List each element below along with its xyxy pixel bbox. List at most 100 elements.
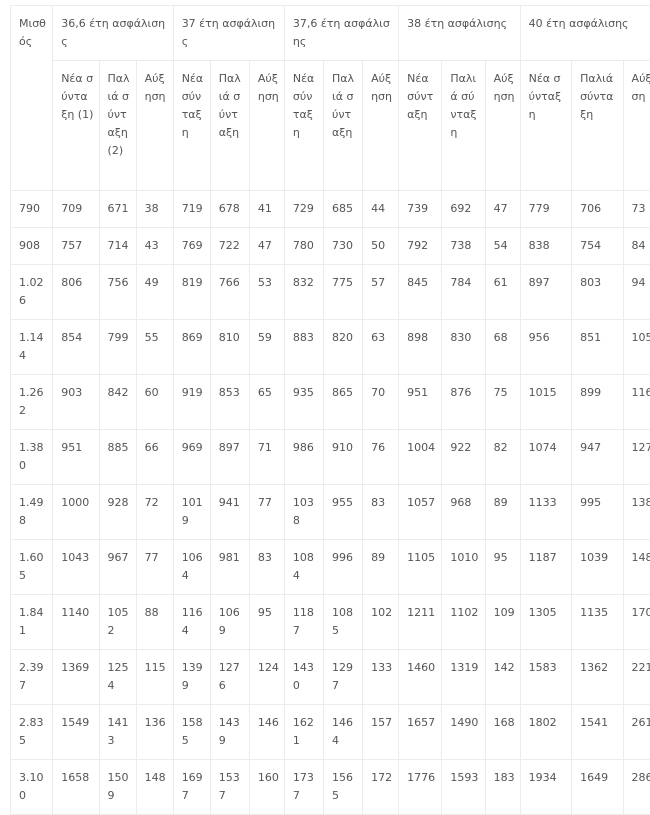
pension-value-cell: 910 <box>323 430 362 485</box>
pension-value-cell: 70 <box>363 375 399 430</box>
pension-value-cell: 44 <box>363 191 399 228</box>
pension-value-cell: 968 <box>442 485 485 540</box>
pension-value-cell: 780 <box>284 228 323 265</box>
new-pension-header: Νέα σύνταξη <box>520 61 571 191</box>
pension-value-cell: 1043 <box>53 540 99 595</box>
pension-value-cell: 286 <box>623 760 650 815</box>
pension-value-cell: 739 <box>399 191 442 228</box>
pension-value-cell: 1585 <box>173 705 210 760</box>
pension-value-cell: 757 <box>53 228 99 265</box>
pension-value-cell: 1621 <box>284 705 323 760</box>
pension-value-cell: 899 <box>572 375 623 430</box>
salary-cell: 908 <box>11 228 53 265</box>
pension-value-cell: 142 <box>485 650 520 705</box>
pension-value-cell: 996 <box>323 540 362 595</box>
pension-value-cell: 1362 <box>572 650 623 705</box>
pension-value-cell: 903 <box>53 375 99 430</box>
pension-value-cell: 851 <box>572 320 623 375</box>
pension-value-cell: 127 <box>623 430 650 485</box>
pension-value-cell: 1276 <box>210 650 249 705</box>
salary-cell: 1.144 <box>11 320 53 375</box>
pension-value-cell: 76 <box>363 430 399 485</box>
salary-cell: 1.026 <box>11 265 53 320</box>
old-pension-header: Παλιά σύνταξη (2) <box>99 61 136 191</box>
pension-value-cell: 73 <box>623 191 650 228</box>
pension-value-cell: 1657 <box>399 705 442 760</box>
pension-value-cell: 157 <box>363 705 399 760</box>
pension-value-cell: 72 <box>136 485 173 540</box>
pension-value-cell: 1460 <box>399 650 442 705</box>
pension-value-cell: 806 <box>53 265 99 320</box>
pension-value-cell: 792 <box>399 228 442 265</box>
pension-value-cell: 1039 <box>572 540 623 595</box>
new-pension-header: Νέα σύνταξη <box>173 61 210 191</box>
pension-value-cell: 1319 <box>442 650 485 705</box>
pension-value-cell: 1010 <box>442 540 485 595</box>
pension-value-cell: 955 <box>323 485 362 540</box>
pension-value-cell: 1509 <box>99 760 136 815</box>
pension-value-cell: 779 <box>520 191 571 228</box>
pension-value-cell: 89 <box>485 485 520 540</box>
pension-value-cell: 160 <box>249 760 284 815</box>
pension-value-cell: 1537 <box>210 760 249 815</box>
pension-value-cell: 38 <box>136 191 173 228</box>
pension-value-cell: 986 <box>284 430 323 485</box>
pension-value-cell: 995 <box>572 485 623 540</box>
pension-value-cell: 671 <box>99 191 136 228</box>
pension-value-cell: 1369 <box>53 650 99 705</box>
pension-value-cell: 1697 <box>173 760 210 815</box>
insurance-years-group-header: 40 έτη ασφάλισης <box>520 6 650 61</box>
pension-value-cell: 1549 <box>53 705 99 760</box>
pension-value-cell: 714 <box>99 228 136 265</box>
pension-value-cell: 685 <box>323 191 362 228</box>
pension-value-cell: 865 <box>323 375 362 430</box>
pension-value-cell: 1052 <box>99 595 136 650</box>
pension-value-cell: 754 <box>572 228 623 265</box>
pension-value-cell: 799 <box>99 320 136 375</box>
pension-value-cell: 88 <box>136 595 173 650</box>
pension-value-cell: 897 <box>520 265 571 320</box>
pension-value-cell: 221 <box>623 650 650 705</box>
pension-value-cell: 1737 <box>284 760 323 815</box>
pension-value-cell: 47 <box>485 191 520 228</box>
pension-value-cell: 803 <box>572 265 623 320</box>
pension-value-cell: 170 <box>623 595 650 650</box>
pension-value-cell: 769 <box>173 228 210 265</box>
pension-value-cell: 1430 <box>284 650 323 705</box>
pension-value-cell: 853 <box>210 375 249 430</box>
pension-value-cell: 1015 <box>520 375 571 430</box>
pension-value-cell: 136 <box>136 705 173 760</box>
pension-value-cell: 1187 <box>284 595 323 650</box>
pension-value-cell: 819 <box>173 265 210 320</box>
pension-value-cell: 43 <box>136 228 173 265</box>
pension-value-cell: 102 <box>363 595 399 650</box>
pension-value-cell: 148 <box>136 760 173 815</box>
pension-value-cell: 919 <box>173 375 210 430</box>
pension-value-cell: 1776 <box>399 760 442 815</box>
pension-value-cell: 951 <box>53 430 99 485</box>
pension-value-cell: 83 <box>363 485 399 540</box>
pension-value-cell: 83 <box>249 540 284 595</box>
pension-value-cell: 133 <box>363 650 399 705</box>
salary-column-header: Μισθός <box>11 6 53 191</box>
pension-value-cell: 692 <box>442 191 485 228</box>
pension-value-cell: 115 <box>136 650 173 705</box>
pension-value-cell: 935 <box>284 375 323 430</box>
salary-cell: 1.841 <box>11 595 53 650</box>
pension-value-cell: 729 <box>284 191 323 228</box>
pension-value-cell: 1057 <box>399 485 442 540</box>
pension-value-cell: 1187 <box>520 540 571 595</box>
increase-header: Αύξηση <box>485 61 520 191</box>
salary-cell: 1.605 <box>11 540 53 595</box>
pension-value-cell: 1254 <box>99 650 136 705</box>
pension-value-cell: 730 <box>323 228 362 265</box>
old-pension-header: Παλιά σύνταξη <box>572 61 623 191</box>
pension-value-cell: 95 <box>249 595 284 650</box>
old-pension-header: Παλιά σύνταξη <box>210 61 249 191</box>
